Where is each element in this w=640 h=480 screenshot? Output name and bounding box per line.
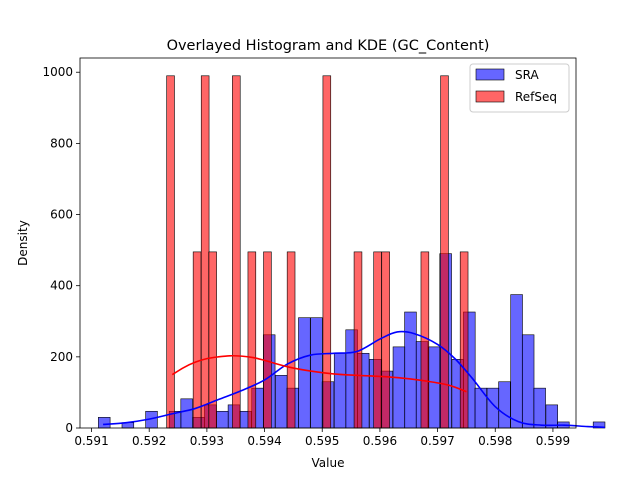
bar-refseq-7 bbox=[286, 251, 296, 429]
bar-refseq-14 bbox=[459, 251, 469, 429]
x-tick-label-8: 0.599 bbox=[536, 434, 570, 448]
bar-sra-14 bbox=[298, 317, 311, 429]
y-tick-label-0: 0 bbox=[65, 421, 73, 435]
legend-swatch-refseq bbox=[475, 90, 505, 103]
bar-sra-31 bbox=[498, 381, 511, 429]
bar-sra-25 bbox=[427, 346, 441, 429]
bar-refseq-1 bbox=[192, 251, 202, 429]
kde-line-sra bbox=[103, 330, 605, 429]
x-axis: 0.591 0.592 0.593 0.594 0.595 0.596 0.597 0.598… bbox=[74, 428, 570, 448]
x-tick-label-3: 0.594 bbox=[247, 434, 281, 448]
kde-line-refseq bbox=[171, 354, 467, 393]
bar-sra-7 bbox=[216, 410, 229, 429]
legend: SRA RefSeq bbox=[469, 63, 570, 113]
bar-sra-12 bbox=[275, 375, 288, 429]
bar-sra-4 bbox=[180, 398, 193, 429]
y-tick-label-2: 400 bbox=[50, 279, 73, 293]
x-tick-label-6: 0.597 bbox=[420, 434, 454, 448]
x-tick-label-4: 0.595 bbox=[305, 434, 339, 448]
bar-sra-33 bbox=[521, 334, 535, 429]
y-tick-label-5: 1000 bbox=[42, 65, 73, 79]
bar-refseq-6 bbox=[263, 251, 272, 429]
bar-sra-23 bbox=[404, 311, 417, 429]
y-axis: 0 200 400 600 800 1000 bbox=[42, 65, 80, 435]
bar-sra-34 bbox=[533, 387, 546, 429]
y-tick-label-3: 600 bbox=[50, 208, 73, 222]
bar-sra-37 bbox=[592, 421, 606, 429]
bar-refseq-0 bbox=[166, 75, 175, 429]
x-tick-label-2: 0.593 bbox=[190, 434, 224, 448]
bar-sra-0 bbox=[98, 417, 111, 429]
bar-refseq-13 bbox=[440, 75, 449, 429]
bar-refseq-5 bbox=[247, 251, 257, 429]
chart-title: Overlayed Histogram and KDE (GC_Content) bbox=[167, 38, 490, 54]
legend-label-refseq: RefSeq bbox=[515, 90, 557, 104]
x-tick-label-1: 0.592 bbox=[132, 434, 166, 448]
y-tick-label-4: 800 bbox=[50, 136, 73, 150]
bar-refseq-11 bbox=[381, 251, 390, 429]
y-axis-label: Density bbox=[16, 220, 30, 266]
bar-refseq-12 bbox=[420, 251, 430, 429]
x-tick-label-7: 0.598 bbox=[478, 434, 512, 448]
y-tick-label-1: 200 bbox=[50, 350, 73, 364]
x-axis-label: Value bbox=[312, 456, 345, 470]
x-tick-label-0: 0.591 bbox=[74, 434, 108, 448]
bar-refseq-2 bbox=[200, 75, 210, 429]
bar-refseq-8 bbox=[322, 75, 332, 429]
bar-sra-32 bbox=[510, 294, 523, 429]
legend-label-sra: SRA bbox=[515, 68, 539, 82]
legend-swatch-sra bbox=[475, 68, 505, 81]
axes-frame bbox=[79, 57, 577, 429]
bar-refseq-9 bbox=[353, 251, 363, 429]
x-tick-label-5: 0.596 bbox=[363, 434, 397, 448]
bar-sra-17 bbox=[333, 352, 347, 429]
bar-sra-22 bbox=[392, 346, 406, 429]
bar-refseq-4 bbox=[232, 75, 241, 429]
